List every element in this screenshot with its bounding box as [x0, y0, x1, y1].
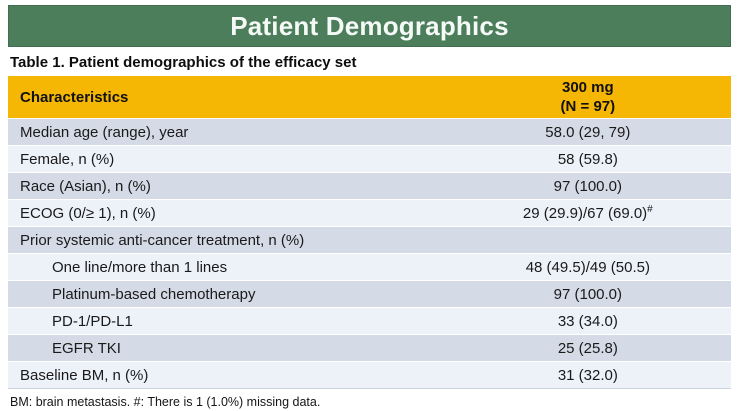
table-row: Platinum-based chemotherapy 97 (100.0): [8, 280, 731, 307]
table-row: One line/more than 1 lines 48 (49.5)/49 (…: [8, 253, 731, 280]
row-label: ECOG (0/≥ 1), n (%): [20, 204, 156, 222]
slide: Patient Demographics Table 1. Patient de…: [0, 5, 739, 411]
row-label: Prior systemic anti-cancer treatment, n …: [20, 231, 305, 249]
table-row: EGFR TKI 25 (25.8): [8, 334, 731, 361]
row-label: Median age (range), year: [20, 123, 189, 141]
table-header-row: Characteristics 300 mg (N = 97): [8, 76, 731, 118]
table-body: Median age (range), year 58.0 (29, 79) Fem…: [8, 118, 731, 388]
page-title: Patient Demographics: [230, 10, 509, 41]
dose-label: 300 mg: [561, 79, 614, 96]
title-banner: Patient Demographics: [8, 5, 731, 47]
row-value: 58.0 (29, 79): [545, 123, 631, 141]
table-row: Median age (range), year 58.0 (29, 79): [8, 118, 731, 145]
dose-n-label: (N = 97): [560, 98, 616, 115]
column-header-dose: 300 mg (N = 97): [445, 76, 731, 118]
table-row: PD-1/PD-L1 33 (34.0): [8, 307, 731, 334]
table-row: Prior systemic anti-cancer treatment, n …: [8, 226, 731, 253]
demographics-table: Characteristics 300 mg (N = 97) Median a…: [8, 76, 731, 389]
table-row: Female, n (%) 58 (59.8): [8, 145, 731, 172]
row-value: 31 (32.0): [557, 366, 618, 384]
row-value: 97 (100.0): [553, 177, 623, 195]
row-label: One line/more than 1 lines: [52, 258, 228, 276]
column-header-characteristics: Characteristics: [20, 88, 129, 106]
table-row: ECOG (0/≥ 1), n (%) 29 (29.9)/67 (69.0)#: [8, 199, 731, 226]
row-value: 48 (49.5)/49 (50.5): [525, 258, 650, 276]
table-caption: Table 1. Patient demographics of the eff…: [10, 54, 357, 71]
table-footnote: BM: brain metastasis. #: There is 1 (1.0…: [10, 395, 321, 409]
row-label: EGFR TKI: [52, 339, 121, 357]
footnote-marker: #: [647, 203, 653, 215]
row-value: 29 (29.9)/67 (69.0)#: [522, 203, 653, 222]
row-label: PD-1/PD-L1: [52, 312, 133, 330]
row-value: 97 (100.0): [553, 285, 623, 303]
row-label: Female, n (%): [20, 150, 115, 168]
table-row: Baseline BM, n (%) 31 (32.0): [8, 361, 731, 388]
row-label: Platinum-based chemotherapy: [52, 285, 256, 303]
row-label: Race (Asian), n (%): [20, 177, 151, 195]
row-value: 33 (34.0): [557, 312, 618, 330]
table-row: Race (Asian), n (%) 97 (100.0): [8, 172, 731, 199]
row-value: 58 (59.8): [557, 150, 618, 168]
row-label: Baseline BM, n (%): [20, 366, 149, 384]
row-value: 25 (25.8): [557, 339, 618, 357]
